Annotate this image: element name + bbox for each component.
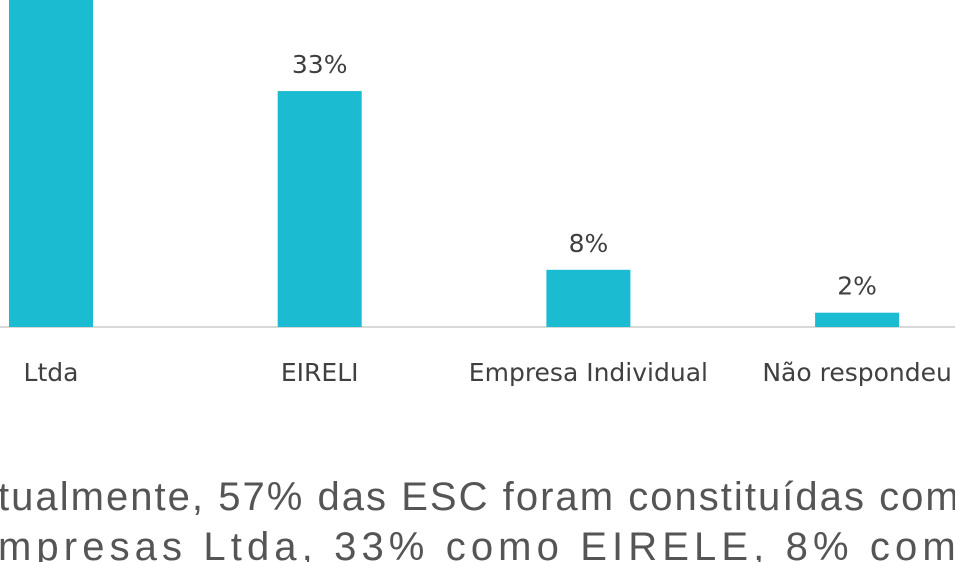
paragraph-line: tualmente, 57% das ESC foram constituída… <box>0 475 955 519</box>
data-label: 8% <box>569 229 609 258</box>
x-tick-label: Não respondeu <box>762 358 952 387</box>
bar <box>546 269 631 327</box>
x-tick-label: Ltda <box>23 358 79 387</box>
x-tick-label: Empresa Individual <box>468 358 708 387</box>
data-label: 33% <box>292 50 348 79</box>
x-tick-label: EIRELI <box>280 358 359 387</box>
bar <box>277 91 362 327</box>
data-label: 2% <box>837 272 877 301</box>
bar <box>9 0 93 327</box>
paragraph-line: mpresas Ltda, 33% como EIRELE, 8% como <box>0 525 955 562</box>
bar <box>815 312 900 327</box>
